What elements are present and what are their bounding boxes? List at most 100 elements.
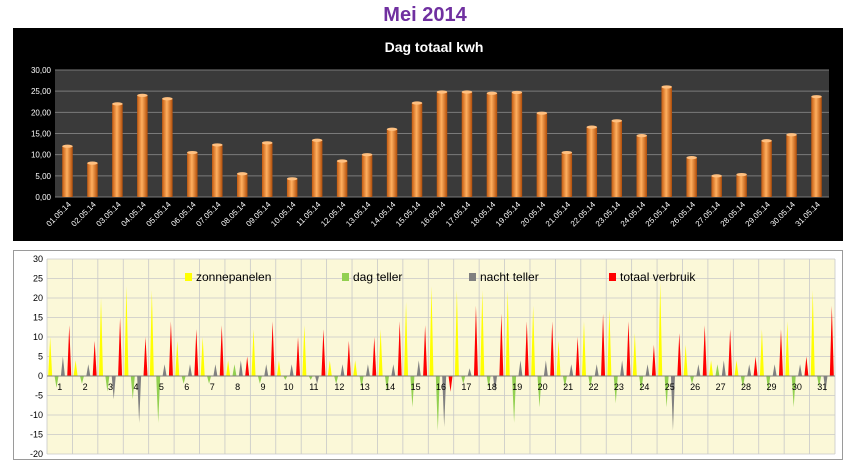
chart1-bar	[336, 161, 348, 197]
chart2-spike-zonnepanelen	[200, 337, 205, 376]
chart1-bar-cap	[611, 119, 623, 123]
chart2-y-tick-label: 15	[33, 313, 43, 323]
chart2-spike-zonnepanelen	[99, 298, 104, 376]
chart2-spike-dag_teller	[588, 376, 593, 388]
chart2-spike-dag_teller	[715, 364, 720, 376]
chart2-spike-dag_teller	[613, 376, 618, 404]
chart2-spike-totaal_verbruik	[524, 321, 529, 376]
chart2-spike-zonnepanelen	[785, 321, 790, 376]
chart1-bar-cap	[761, 139, 772, 143]
chart1-bar-cap	[736, 172, 747, 177]
chart2-x-tick-label: 26	[690, 382, 700, 392]
chart2-spike-nacht_teller	[543, 360, 548, 376]
chart2-spike-dag_teller	[791, 376, 796, 408]
chart2-spike-zonnepanelen	[480, 290, 485, 376]
chart2-spike-dag_teller	[664, 376, 669, 408]
chart2-spike-totaal_verbruik	[372, 337, 377, 376]
chart2-spike-dag_teller	[766, 376, 771, 392]
chart2-spike-dag_teller	[817, 376, 822, 388]
chart2-spike-nacht_teller	[315, 376, 320, 384]
chart2-spike-totaal_verbruik	[143, 337, 148, 376]
chart1-y-tick-label: 30,00	[31, 66, 52, 75]
chart2-spike-nacht_teller	[238, 360, 243, 376]
chart2-legend-label-totaal_verbruik: totaal verbruik	[620, 270, 696, 284]
chart2-spike-zonnepanelen	[429, 286, 434, 376]
chart2-x-tick-label: 15	[411, 382, 421, 392]
chart2-spike-totaal_verbruik	[728, 329, 733, 376]
chart1-bar-cap	[636, 134, 647, 138]
chart2-spike-nacht_teller	[594, 364, 599, 376]
chart2-legend-label-dag_teller: dag teller	[353, 270, 402, 284]
chart2-x-tick-label: 27	[716, 382, 726, 392]
chart2-x-tick-label: 30	[792, 382, 802, 392]
chart2-x-tick-label: 12	[334, 382, 344, 392]
chart1-bar-cap	[661, 85, 672, 89]
chart2-spike-dag_teller	[232, 364, 237, 376]
chart1-bar-cap	[811, 95, 822, 99]
chart2-y-tick-label: -10	[30, 410, 43, 420]
chart2-spike-totaal_verbruik	[651, 344, 656, 376]
chart2-x-tick-label: 16	[436, 382, 446, 392]
chart1-bar-cap	[336, 159, 348, 163]
chart1-bar	[711, 175, 722, 197]
chart2-x-tick-label: 31	[817, 382, 827, 392]
chart2-y-tick-label: 30	[33, 254, 43, 264]
chart1-bar	[162, 98, 173, 197]
chart2-spike-nacht_teller	[442, 376, 447, 427]
chart1-y-tick-label: 15,00	[31, 130, 52, 139]
chart2-spike-zonnepanelen	[759, 329, 764, 376]
chart1-bar-cap	[436, 90, 448, 94]
chart2-spike-totaal_verbruik	[778, 329, 783, 376]
chart2-spike-zonnepanelen	[149, 290, 154, 376]
chart1-bar-cap	[87, 161, 98, 165]
chart2-spike-nacht_teller	[518, 360, 523, 376]
chart2-spike-nacht_teller	[569, 364, 574, 376]
chart2-x-tick-label: 18	[487, 382, 497, 392]
chart2-spike-totaal_verbruik	[423, 325, 428, 376]
chart2-spike-dag_teller	[308, 376, 313, 380]
chart2-spike-zonnepanelen	[404, 301, 409, 376]
chart2-spike-totaal_verbruik	[92, 340, 97, 376]
chart2-legend: zonnepanelen dag teller nacht teller totaal…	[185, 270, 696, 284]
chart2-spike-nacht_teller	[111, 376, 116, 400]
chart2-spike-zonnepanelen	[251, 329, 256, 376]
chart1-bar-cap	[411, 101, 423, 105]
chart2-spike-totaal_verbruik	[245, 356, 250, 376]
chart2-spike-dag_teller	[537, 376, 542, 408]
chart1-bar	[87, 163, 98, 197]
chart1-bar-cap	[561, 150, 573, 155]
chart2-spike-zonnepanelen	[327, 360, 332, 376]
chart1-bar	[761, 140, 772, 197]
chart2-spike-dag_teller	[435, 376, 440, 431]
chart2-spike-zonnepanelen	[683, 344, 688, 376]
chart2-spike-nacht_teller	[823, 376, 828, 392]
chart2-spike-dag_teller	[359, 376, 364, 388]
chart2-spike-totaal_verbruik	[753, 356, 758, 376]
chart2-y-tick-label: -5	[35, 391, 43, 401]
chart2-spike-totaal_verbruik	[219, 325, 224, 376]
daily-total-bar-chart: Dag totaal kwh 0,00 5,00 10,00 15,00 20,00 25…	[13, 28, 843, 241]
chart2-spike-zonnepanelen	[810, 290, 815, 376]
chart2-spike-totaal_verbruik	[702, 325, 707, 376]
chart2-y-tick-label: 25	[33, 274, 43, 284]
chart1-bar	[586, 127, 598, 197]
chart2-y-tick-label: 5	[38, 352, 43, 362]
chart2-spike-totaal_verbruik	[168, 321, 173, 376]
chart2-legend-swatch-dag_teller	[342, 273, 349, 281]
chart2-spike-totaal_verbruik	[575, 337, 580, 376]
chart1-bar	[636, 135, 647, 197]
chart1-bar-cap	[261, 141, 273, 145]
chart2-spike-dag_teller	[130, 376, 135, 400]
chart2-spike-totaal_verbruik	[473, 305, 478, 376]
chart2-x-tick-label: 13	[360, 382, 370, 392]
chart2-legend-label-zonnepanelen: zonnepanelen	[196, 270, 271, 284]
chart2-spike-zonnepanelen	[48, 337, 53, 376]
chart2-spike-dag_teller	[334, 376, 339, 384]
chart1-bar-cap	[237, 172, 248, 176]
chart2-spike-totaal_verbruik	[397, 321, 402, 376]
chart2-spike-dag_teller	[207, 376, 212, 384]
chart2-spike-totaal_verbruik	[194, 329, 199, 376]
chart2-spike-dag_teller	[486, 376, 491, 388]
chart2-y-tick-label: 20	[33, 293, 43, 303]
